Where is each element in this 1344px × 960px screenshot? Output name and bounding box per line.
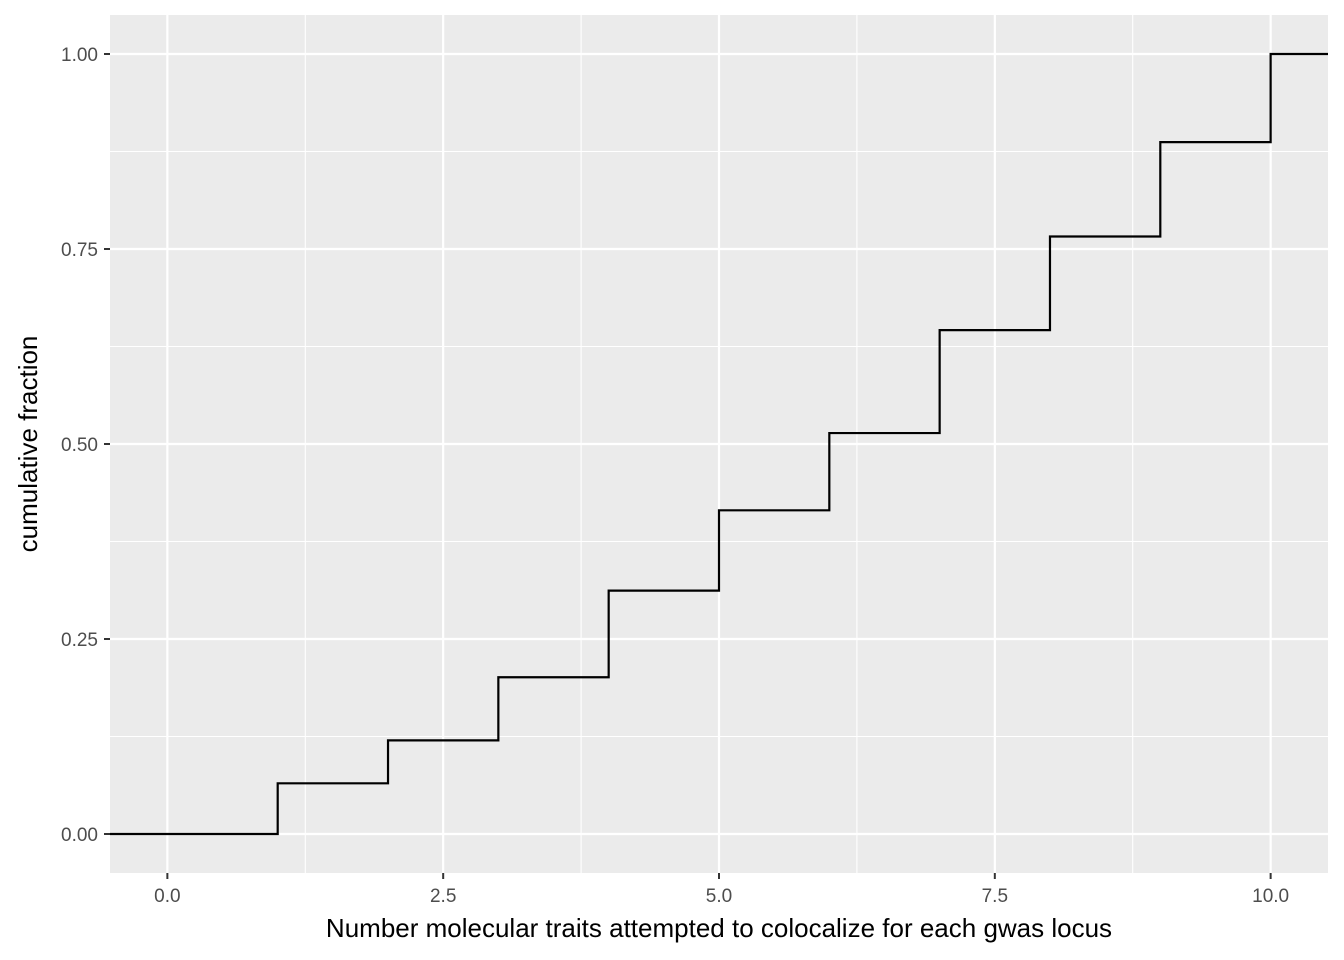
x-tick-label: 5.0 xyxy=(706,886,732,907)
ecdf-series-line xyxy=(110,52,1328,836)
major-gridlines xyxy=(110,15,1328,873)
y-axis-title: cumulative fraction xyxy=(13,336,43,553)
y-tick-label: 0.25 xyxy=(61,630,98,651)
x-tick-label: 10.0 xyxy=(1252,886,1289,907)
x-tick-label: 7.5 xyxy=(982,886,1008,907)
x-axis-ticks: 0.0 2.5 5.0 7.5 10.0 xyxy=(154,873,1289,907)
y-axis-ticks: 0.00 0.25 0.50 0.75 1.00 xyxy=(61,45,110,846)
x-axis-title: Number molecular traits attempted to col… xyxy=(326,913,1112,943)
y-tick-label: 0.00 xyxy=(61,825,98,846)
y-tick-label: 1.00 xyxy=(61,45,98,66)
y-tick-label: 0.75 xyxy=(61,240,98,261)
x-tick-label: 2.5 xyxy=(430,886,456,907)
x-tick-label: 0.0 xyxy=(154,886,180,907)
y-tick-label: 0.50 xyxy=(61,435,98,456)
